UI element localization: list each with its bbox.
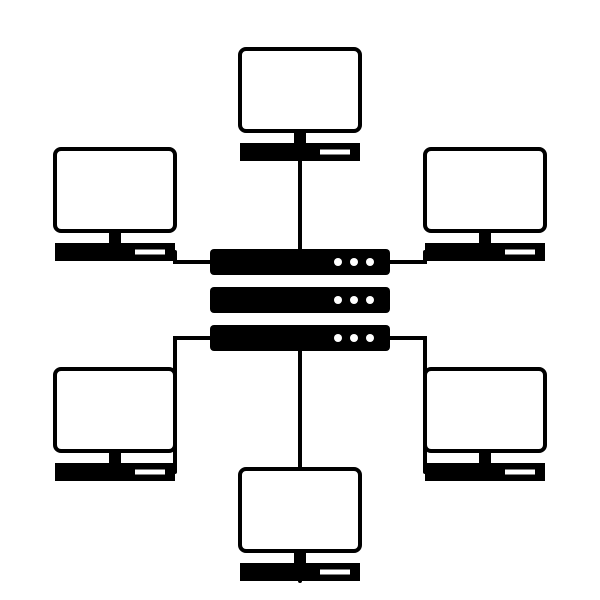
drive-slot (135, 250, 165, 255)
connection-line (175, 252, 210, 262)
pc-bottom-right (425, 369, 545, 481)
server-light (366, 334, 374, 342)
connection-line (175, 338, 210, 472)
server-light (366, 258, 374, 266)
server-unit (210, 287, 390, 313)
drive-slot (320, 570, 350, 575)
drive-slot (320, 150, 350, 155)
monitor-icon (240, 469, 360, 551)
pc-bottom-left (55, 369, 175, 481)
monitor-neck (294, 551, 306, 563)
server-stack (210, 249, 390, 351)
monitor-neck (479, 231, 491, 243)
server-unit (210, 325, 390, 351)
monitor-icon (55, 369, 175, 451)
network-diagram (0, 0, 600, 600)
monitor-neck (294, 131, 306, 143)
monitor-neck (109, 451, 121, 463)
server-light (350, 334, 358, 342)
drive-slot (505, 250, 535, 255)
pc-top-right (425, 149, 545, 261)
server-light (334, 296, 342, 304)
connection-line (390, 338, 425, 472)
pc-top-left (55, 149, 175, 261)
monitor-neck (479, 451, 491, 463)
monitor-icon (55, 149, 175, 231)
server-light (334, 334, 342, 342)
server-unit (210, 249, 390, 275)
server-light (350, 296, 358, 304)
monitor-icon (425, 149, 545, 231)
pc-top (240, 49, 360, 161)
pc-bottom (240, 469, 360, 581)
server-light (334, 258, 342, 266)
server-light (366, 296, 374, 304)
monitor-neck (109, 231, 121, 243)
drive-slot (135, 470, 165, 475)
drive-slot (505, 470, 535, 475)
monitor-icon (425, 369, 545, 451)
monitor-icon (240, 49, 360, 131)
connection-line (390, 252, 425, 262)
server-light (350, 258, 358, 266)
